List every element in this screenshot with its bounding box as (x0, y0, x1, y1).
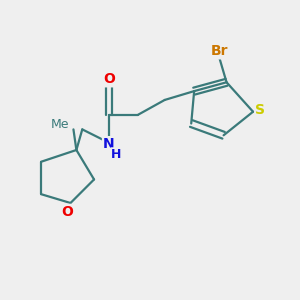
Text: Me: Me (51, 118, 69, 131)
Text: N: N (103, 137, 115, 151)
Text: Br: Br (210, 44, 228, 58)
Text: O: O (103, 72, 115, 86)
Text: S: S (255, 103, 266, 117)
Text: O: O (61, 205, 74, 219)
Text: H: H (111, 148, 121, 161)
